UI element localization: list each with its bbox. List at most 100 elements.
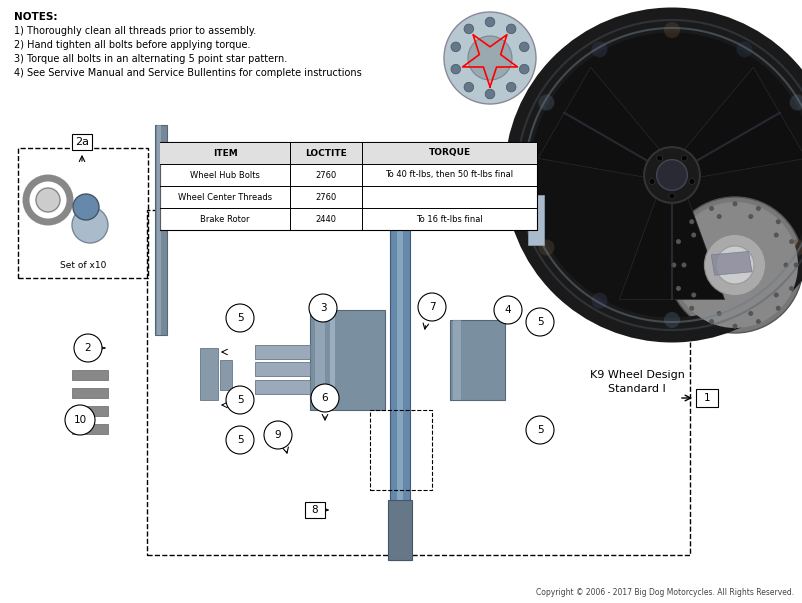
Circle shape bbox=[672, 202, 798, 328]
Bar bbox=[72, 388, 108, 398]
Bar bbox=[528, 195, 544, 245]
Text: To 16 ft-lbs final: To 16 ft-lbs final bbox=[416, 215, 483, 224]
Circle shape bbox=[716, 246, 754, 284]
Text: 2) Hand tighten all bolts before applying torque.: 2) Hand tighten all bolts before applyin… bbox=[14, 40, 250, 50]
Text: 1: 1 bbox=[703, 393, 711, 403]
Circle shape bbox=[592, 42, 607, 57]
Circle shape bbox=[709, 319, 714, 324]
Bar bbox=[220, 360, 232, 390]
Text: LOCTITE: LOCTITE bbox=[305, 148, 347, 157]
Circle shape bbox=[226, 304, 254, 332]
Bar bbox=[147, 210, 690, 555]
Bar bbox=[155, 125, 167, 335]
Circle shape bbox=[689, 306, 695, 311]
Circle shape bbox=[464, 83, 474, 92]
Circle shape bbox=[774, 292, 779, 297]
Circle shape bbox=[669, 193, 675, 199]
Bar bbox=[200, 348, 218, 400]
Circle shape bbox=[784, 262, 788, 268]
Polygon shape bbox=[711, 251, 752, 275]
Circle shape bbox=[689, 178, 695, 185]
Circle shape bbox=[676, 286, 681, 291]
Text: 9: 9 bbox=[275, 430, 282, 440]
Circle shape bbox=[644, 147, 700, 203]
Bar bbox=[388, 500, 412, 560]
Text: Brake Rotor: Brake Rotor bbox=[200, 215, 249, 224]
Circle shape bbox=[538, 95, 554, 110]
Text: 8: 8 bbox=[312, 505, 318, 515]
Circle shape bbox=[657, 160, 687, 191]
Text: 2760: 2760 bbox=[315, 192, 337, 201]
Circle shape bbox=[649, 178, 655, 185]
Text: 4: 4 bbox=[504, 305, 512, 315]
Bar bbox=[160, 142, 537, 164]
Circle shape bbox=[691, 233, 696, 238]
Text: 5: 5 bbox=[537, 317, 543, 327]
Text: 2760: 2760 bbox=[315, 171, 337, 180]
Circle shape bbox=[444, 12, 536, 104]
Text: TORQUE: TORQUE bbox=[428, 148, 471, 157]
Text: K9 Wheel Design: K9 Wheel Design bbox=[589, 370, 684, 380]
Circle shape bbox=[756, 206, 761, 211]
Circle shape bbox=[311, 384, 339, 412]
Circle shape bbox=[451, 42, 460, 52]
Circle shape bbox=[667, 197, 802, 333]
Bar bbox=[696, 389, 718, 407]
Circle shape bbox=[72, 207, 108, 243]
Circle shape bbox=[65, 405, 95, 435]
Text: Standard I: Standard I bbox=[608, 384, 666, 394]
Circle shape bbox=[691, 292, 696, 297]
Circle shape bbox=[748, 311, 753, 316]
Circle shape bbox=[468, 36, 512, 80]
Circle shape bbox=[521, 24, 802, 326]
Circle shape bbox=[748, 214, 753, 219]
Bar bbox=[310, 310, 385, 410]
Circle shape bbox=[519, 167, 535, 183]
Circle shape bbox=[36, 188, 60, 212]
Circle shape bbox=[506, 83, 516, 92]
Circle shape bbox=[226, 426, 254, 454]
Circle shape bbox=[520, 42, 529, 52]
Circle shape bbox=[689, 219, 695, 224]
Polygon shape bbox=[684, 68, 802, 177]
Circle shape bbox=[485, 89, 495, 99]
Bar bbox=[255, 362, 310, 376]
Circle shape bbox=[451, 65, 460, 74]
Polygon shape bbox=[619, 198, 724, 299]
Circle shape bbox=[309, 294, 337, 322]
Circle shape bbox=[464, 24, 474, 34]
Bar bbox=[370, 410, 432, 490]
Circle shape bbox=[732, 201, 738, 206]
Bar bbox=[453, 320, 461, 400]
Text: Wheel Hub Bolts: Wheel Hub Bolts bbox=[190, 171, 260, 180]
Text: 5: 5 bbox=[537, 425, 543, 435]
Circle shape bbox=[676, 239, 681, 244]
Circle shape bbox=[789, 286, 794, 291]
Text: 6: 6 bbox=[322, 393, 328, 403]
Circle shape bbox=[592, 292, 607, 309]
Text: Wheel Center Threads: Wheel Center Threads bbox=[178, 192, 272, 201]
Circle shape bbox=[418, 293, 446, 321]
Text: 2440: 2440 bbox=[315, 215, 337, 224]
Circle shape bbox=[732, 324, 738, 329]
Bar bbox=[72, 406, 108, 416]
Bar bbox=[255, 345, 310, 359]
Circle shape bbox=[682, 155, 687, 161]
Polygon shape bbox=[538, 68, 660, 177]
Bar bbox=[72, 424, 108, 434]
Circle shape bbox=[736, 292, 752, 309]
Bar bbox=[450, 320, 505, 400]
Bar bbox=[72, 370, 108, 380]
Text: 5: 5 bbox=[237, 313, 243, 323]
Text: NOTES:: NOTES: bbox=[14, 12, 58, 22]
Circle shape bbox=[664, 22, 680, 38]
Circle shape bbox=[526, 308, 554, 336]
Circle shape bbox=[776, 219, 781, 224]
Circle shape bbox=[682, 262, 687, 268]
Circle shape bbox=[264, 421, 292, 449]
Circle shape bbox=[717, 214, 722, 219]
Bar bbox=[157, 125, 161, 335]
Bar bbox=[18, 148, 148, 278]
Bar bbox=[305, 502, 325, 518]
Circle shape bbox=[526, 416, 554, 444]
